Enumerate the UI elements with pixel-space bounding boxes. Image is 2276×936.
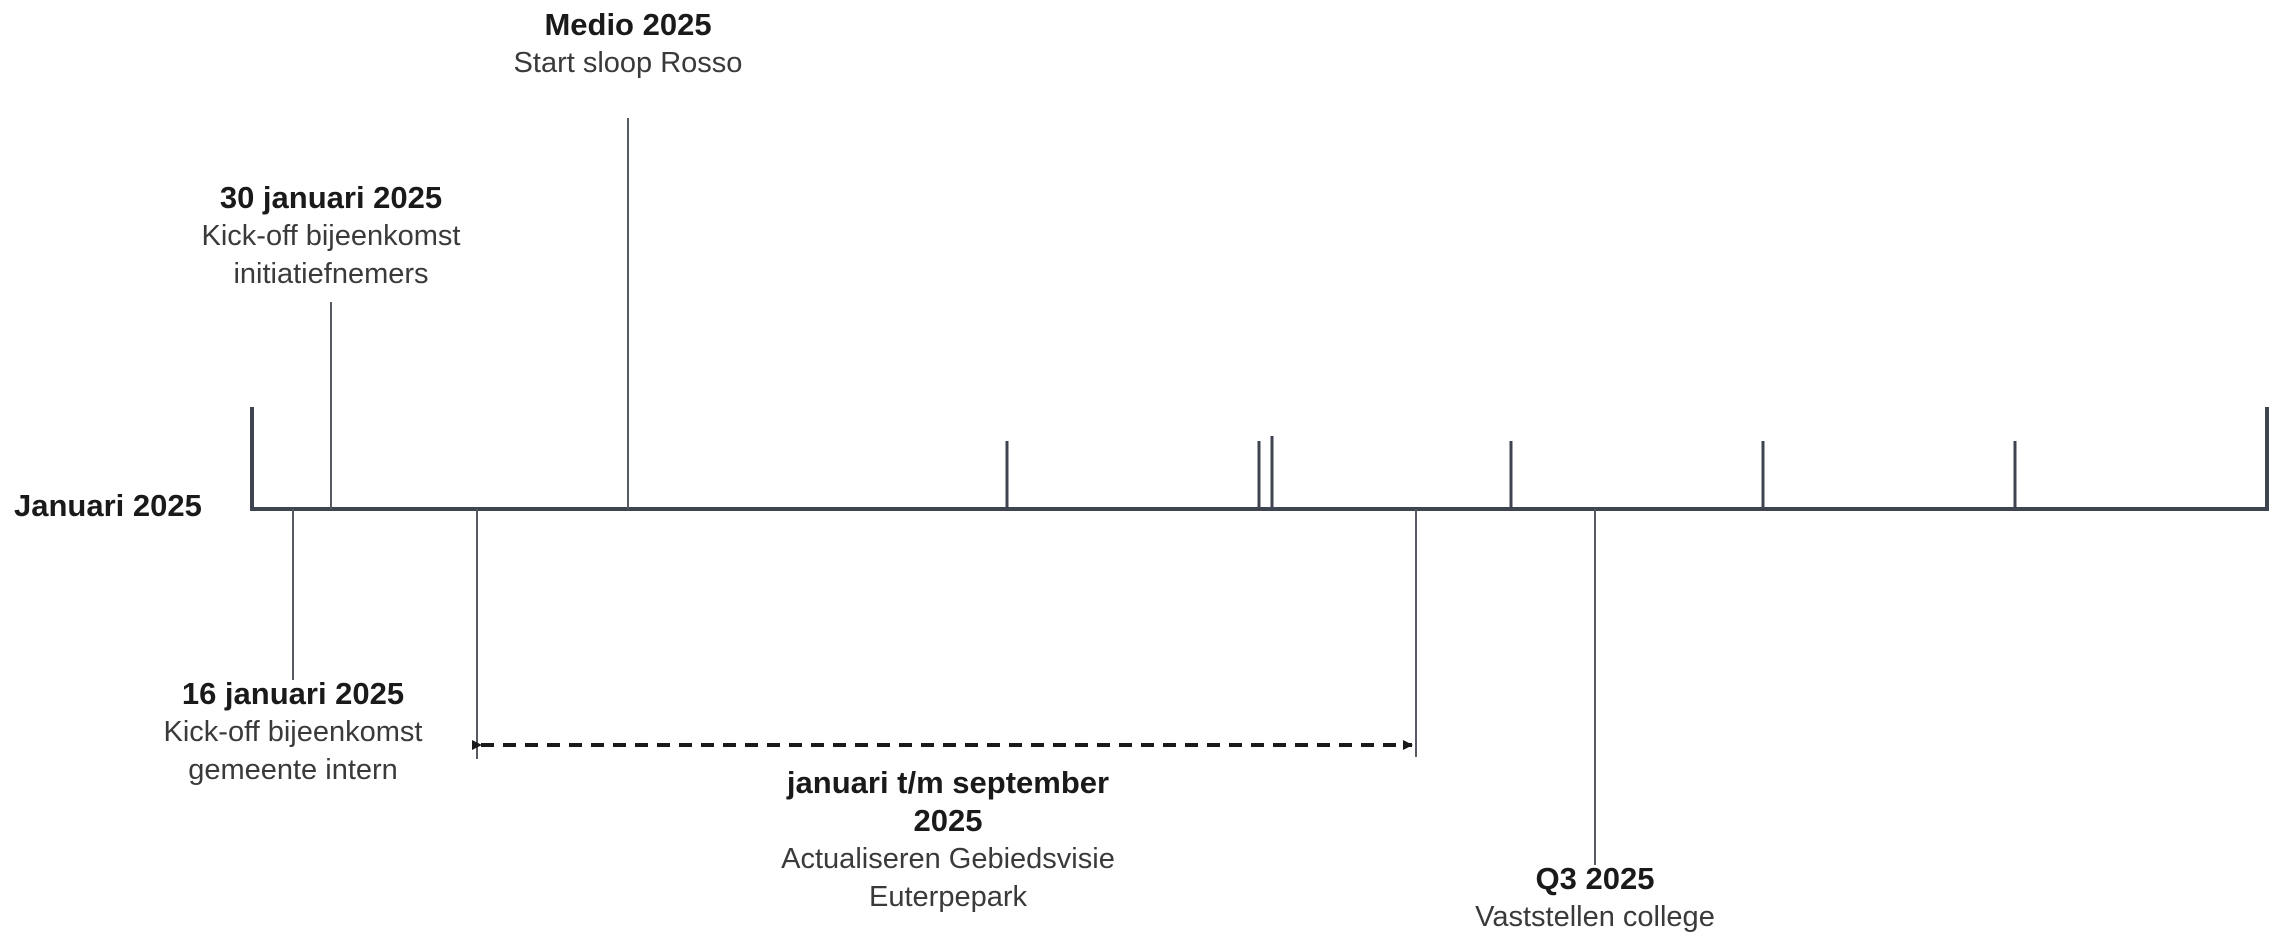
event-text: Start sloop Rosso <box>513 47 743 79</box>
event-date: januari t/m september 2025 <box>786 765 1110 838</box>
event-date: Q3 2025 <box>1535 861 1655 896</box>
event-text: Kick-off bijeenkomst initiatiefnemers <box>201 220 461 290</box>
event-q3-2025: Q3 2025 Vaststellen college <box>1425 860 1765 936</box>
event-30-januari-2025: 30 januari 2025 Kick-off bijeenkomst ini… <box>171 179 491 293</box>
event-date: 30 januari 2025 <box>219 180 443 215</box>
axis-start-label: Januari 2025 <box>14 488 202 523</box>
event-16-januari-2025: 16 januari 2025 Kick-off bijeenkomst gem… <box>133 675 453 789</box>
event-date: 16 januari 2025 <box>181 676 405 711</box>
event-medio-2025: Medio 2025 Start sloop Rosso <box>458 6 798 82</box>
event-text: Vaststellen college <box>1475 901 1715 933</box>
event-date: Medio 2025 <box>544 7 712 42</box>
event-januari-tm-september-2025: januari t/m september 2025 Actualiseren … <box>763 764 1133 916</box>
event-text: Kick-off bijeenkomst gemeente intern <box>163 716 423 786</box>
event-text: Actualiseren Gebiedsvisie Euterpepark <box>781 843 1115 913</box>
